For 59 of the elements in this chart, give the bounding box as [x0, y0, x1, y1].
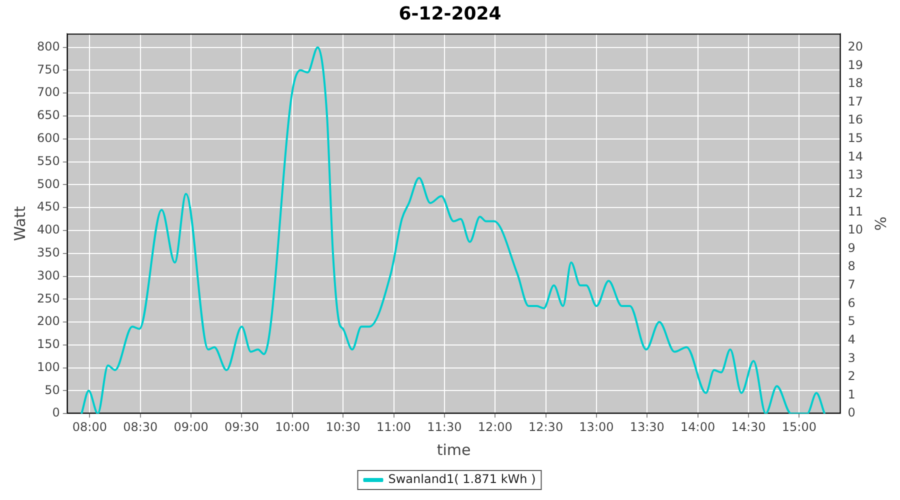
y-tick-label: 450 [37, 200, 60, 214]
y-tick-label: 200 [37, 314, 60, 328]
y2-tick-label: 13 [848, 168, 864, 182]
y-tick-label: 600 [37, 131, 60, 146]
x-tick-label: 14:30 [731, 420, 766, 434]
y2-tick-label: 6 [848, 296, 856, 310]
x-tick-label: 08:30 [123, 420, 158, 434]
y-tick-label: 500 [37, 176, 60, 191]
legend-label: Swanland1( 1.871 kWh ) [388, 472, 536, 486]
x-tick-label: 08:00 [72, 420, 108, 434]
y-tick-label: 150 [37, 337, 60, 352]
y2-tick-label: 19 [848, 58, 864, 72]
x-tick-label: 12:30 [528, 420, 564, 434]
chart-title: 6-12-2024 [398, 3, 502, 24]
y2-tick-label: 14 [848, 149, 864, 164]
y2-tick-label: 5 [848, 314, 856, 328]
x-tick-label: 14:00 [680, 420, 716, 434]
y-tick-label: 750 [37, 62, 60, 76]
y2-tick-label: 7 [848, 278, 856, 292]
y-tick-label: 800 [37, 39, 60, 54]
y-tick-label: 300 [37, 268, 60, 282]
line-series [80, 46, 826, 414]
y2-tick-label: 15 [848, 131, 864, 146]
y-tick-label: 50 [44, 382, 60, 397]
y2-tick-label: 12 [848, 186, 864, 200]
y-tick-label: 700 [37, 85, 60, 100]
x-tick-label: 13:00 [579, 420, 614, 434]
y-tick-label: 400 [37, 222, 60, 237]
y2-tick-label: 10 [848, 222, 864, 237]
y2-tick-label: 4 [848, 332, 856, 346]
y2-tick-label: 0 [848, 406, 856, 420]
y2-tick-label: 8 [848, 259, 856, 274]
y2-tick-label: 16 [848, 112, 864, 127]
y2-tick-label: 2 [848, 369, 856, 384]
y-tick-label: 100 [37, 360, 60, 374]
x-tick-label: 09:00 [174, 420, 208, 434]
x-tick-label: 09:30 [224, 420, 260, 434]
x-tick-label: 11:30 [427, 420, 462, 434]
x-tick-label: 11:00 [376, 420, 412, 434]
y-tick-label: 650 [37, 108, 60, 122]
x-tick-label: 15:00 [782, 420, 816, 434]
y2-tick-label: 17 [848, 94, 864, 108]
y2-tick-label: 20 [848, 39, 864, 54]
x-tick-label: 13:30 [630, 420, 664, 434]
x-tick-label: 10:30 [326, 420, 360, 434]
y2-tick-label: 11 [848, 204, 864, 218]
y-tick-label: 550 [37, 154, 60, 168]
y2-axis-title: % [871, 216, 890, 231]
y-tick-label: 0 [52, 406, 60, 420]
y-tick-label: 250 [37, 291, 60, 306]
y2-tick-label: 1 [848, 387, 856, 402]
y-tick-label: 350 [37, 245, 60, 260]
x-axis-title: time [436, 440, 471, 459]
x-tick-label: 10:00 [275, 420, 310, 434]
x-tick-label: 12:00 [478, 420, 512, 434]
y2-tick-label: 3 [848, 350, 856, 365]
y-axis-title: Watt [10, 206, 29, 242]
y2-tick-label: 9 [848, 240, 856, 255]
y2-tick-label: 18 [848, 76, 864, 90]
